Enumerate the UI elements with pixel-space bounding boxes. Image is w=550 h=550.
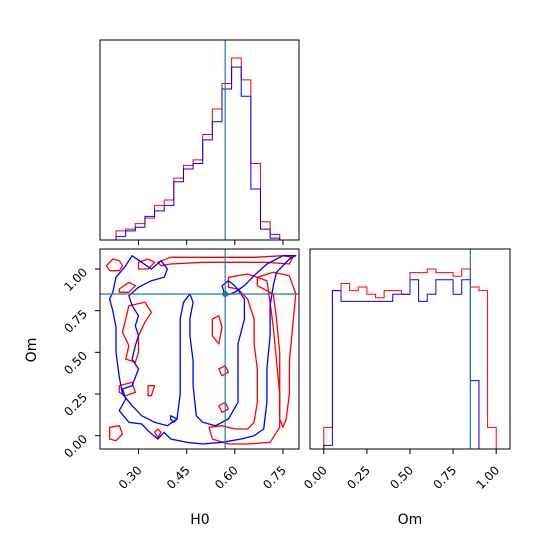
joint-contour-group [105,255,297,445]
joint-x-tick-label: 0.75 [260,463,289,492]
om-histogram-series-2 [323,279,497,450]
joint-y-tick-label: 0.00 [61,432,90,461]
joint-frame [99,248,300,450]
joint-y-tick-label: 1.00 [61,265,90,294]
red-contour-6 [118,381,136,397]
blue-contour-2 [169,415,178,423]
joint-truth-point [222,291,229,297]
red-contour-3 [157,255,294,267]
om-histogram-panel: 0.00 0.25 0.50 0.75 1.00 [301,248,511,492]
red-contour-12 [211,315,223,345]
om-axis-label: Om [398,512,423,528]
red-contour-1 [105,258,124,272]
om-x-tick-label: 0.50 [387,463,416,492]
red-contour-11 [256,271,297,428]
h0-histogram-frame [99,39,300,241]
red-contour-13 [218,365,230,377]
red-contour-2 [137,258,156,270]
red-contour-4 [118,281,136,293]
joint-y-tick-label: 0.75 [61,307,90,336]
h0-histogram-series-1 [115,57,281,240]
red-contour-5 [121,301,153,363]
red-contour-9 [153,428,162,438]
red-contour-7 [147,385,156,397]
om-x-tick-label: 1.00 [474,463,503,492]
h0-histogram-series-2 [115,66,281,240]
om-y-axis-label: Om [24,338,40,363]
joint-x-tick-label: 0.30 [116,463,145,492]
om-x-tick-label: 0.00 [301,463,330,492]
blue-contour-1 [108,255,297,445]
joint-contour-panel: 0.30 0.45 0.60 0.75 0.00 0.25 0.50 0.75 1.00 [61,248,300,492]
om-x-tick-label: 0.75 [430,463,459,492]
joint-x-tick-label: 0.60 [212,463,241,492]
red-contour-10 [208,273,281,445]
joint-x-tick-label: 0.45 [164,463,193,492]
joint-y-tick-label: 0.50 [61,349,90,378]
red-contour-8 [108,425,124,442]
joint-y-tick-label: 0.25 [61,390,90,419]
om-x-tick-label: 0.25 [344,463,373,492]
h0-axis-label: H0 [190,512,209,528]
red-contour-14 [218,401,230,413]
h0-histogram-panel [99,39,300,245]
